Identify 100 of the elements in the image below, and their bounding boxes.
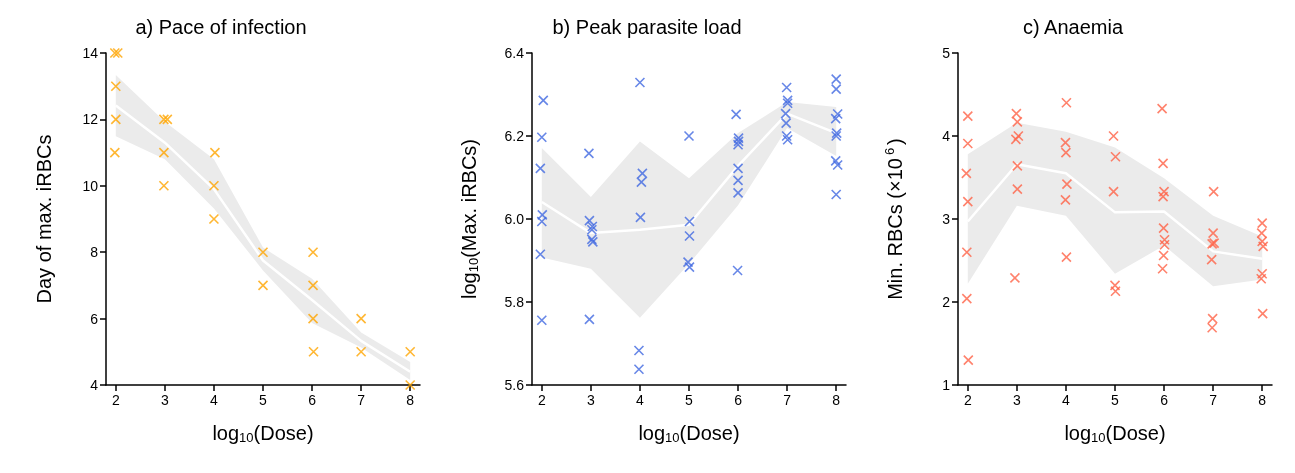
point [308,346,319,358]
point [782,134,793,146]
point [110,80,122,92]
point [307,313,319,324]
y-tick-label: 5.6 [504,377,525,393]
y-tick-label: 6.2 [504,128,525,144]
point [730,109,742,120]
point [307,280,319,291]
point [962,138,974,149]
x-tick-label: 3 [586,392,595,408]
point [684,216,695,227]
x-tick-label: 6 [1160,392,1169,408]
point [683,130,695,142]
y-tick-label: 6.4 [504,45,525,61]
point [535,163,546,174]
point [1012,160,1023,172]
point [1110,151,1121,163]
point [535,248,546,260]
y-axis-title: log10(Max. iRBCs) [457,138,481,300]
point [355,346,367,358]
x-tick-label: 6 [734,392,743,408]
point [584,314,595,325]
point [158,147,170,158]
x-tick-label: 7 [357,392,366,408]
y-tick-label: 4 [90,377,99,393]
point [963,354,974,366]
point [684,230,695,242]
x-tick-label: 7 [783,392,792,408]
point [961,246,973,258]
y-axis-title: Min. RBCs (×106) [882,138,906,300]
line-series [540,112,838,235]
point [587,221,598,232]
point [684,261,695,273]
point [404,346,416,358]
point [1256,268,1268,280]
point [1156,103,1168,114]
point [257,246,269,258]
y-tick-label: 10 [82,177,99,194]
point [1009,272,1021,284]
point [830,113,841,124]
x-tick-label: 4 [210,392,219,408]
y-tick-label: 3 [942,211,951,227]
x-tick-label: 2 [963,392,972,408]
y-tick-label: 4 [942,128,951,144]
point [1257,241,1269,252]
point [962,196,974,207]
point [110,114,122,125]
y-tick-label: 6 [90,310,99,327]
y-tick-label: 2 [942,294,951,310]
point [1061,97,1072,109]
point [1012,183,1023,195]
point [1061,251,1072,263]
point [1157,158,1169,169]
point [536,131,548,143]
y-axis-title: Day of max. iRBCs [33,134,55,304]
point [162,114,173,125]
point [355,313,367,324]
y-tick-label: 14 [82,45,99,61]
x-tick-label: 5 [1111,392,1120,408]
point [257,280,269,291]
y-tick-label: 8 [90,244,99,261]
point [633,345,645,356]
point [1158,186,1170,197]
x-tick-label: 2 [537,392,546,408]
point [209,147,221,158]
point [537,95,549,106]
x-tick-label: 3 [1012,392,1021,408]
x-tick-label: 8 [832,392,841,408]
point [1157,263,1168,275]
point [961,293,973,304]
point [1208,186,1219,197]
point [732,265,743,276]
point [1108,186,1119,197]
y-tick-label: 6.0 [504,211,525,227]
x-tick-label: 3 [160,392,169,408]
point [1013,130,1024,142]
line-series [966,162,1264,261]
chart-title: c) Anaemia [1022,16,1124,38]
x-tick-label: 5 [259,392,268,408]
point [961,168,972,179]
point [830,189,842,200]
point [682,256,694,268]
point [1108,130,1119,142]
y-tick-label: 1 [942,377,951,393]
point [307,246,319,258]
point [1061,178,1073,190]
point [832,108,843,120]
y-tick-label: 5 [942,45,951,61]
x-tick-label: 8 [406,392,415,408]
y-tick-label: 5.8 [504,294,525,310]
point [1257,308,1268,319]
point [404,379,416,391]
point [158,180,170,192]
point [830,155,841,167]
point [633,363,645,375]
x-tick-label: 4 [636,392,645,408]
chart-title: a) Pace of infection [135,16,307,38]
point [1157,191,1169,202]
point [1060,194,1071,206]
point [962,110,974,122]
